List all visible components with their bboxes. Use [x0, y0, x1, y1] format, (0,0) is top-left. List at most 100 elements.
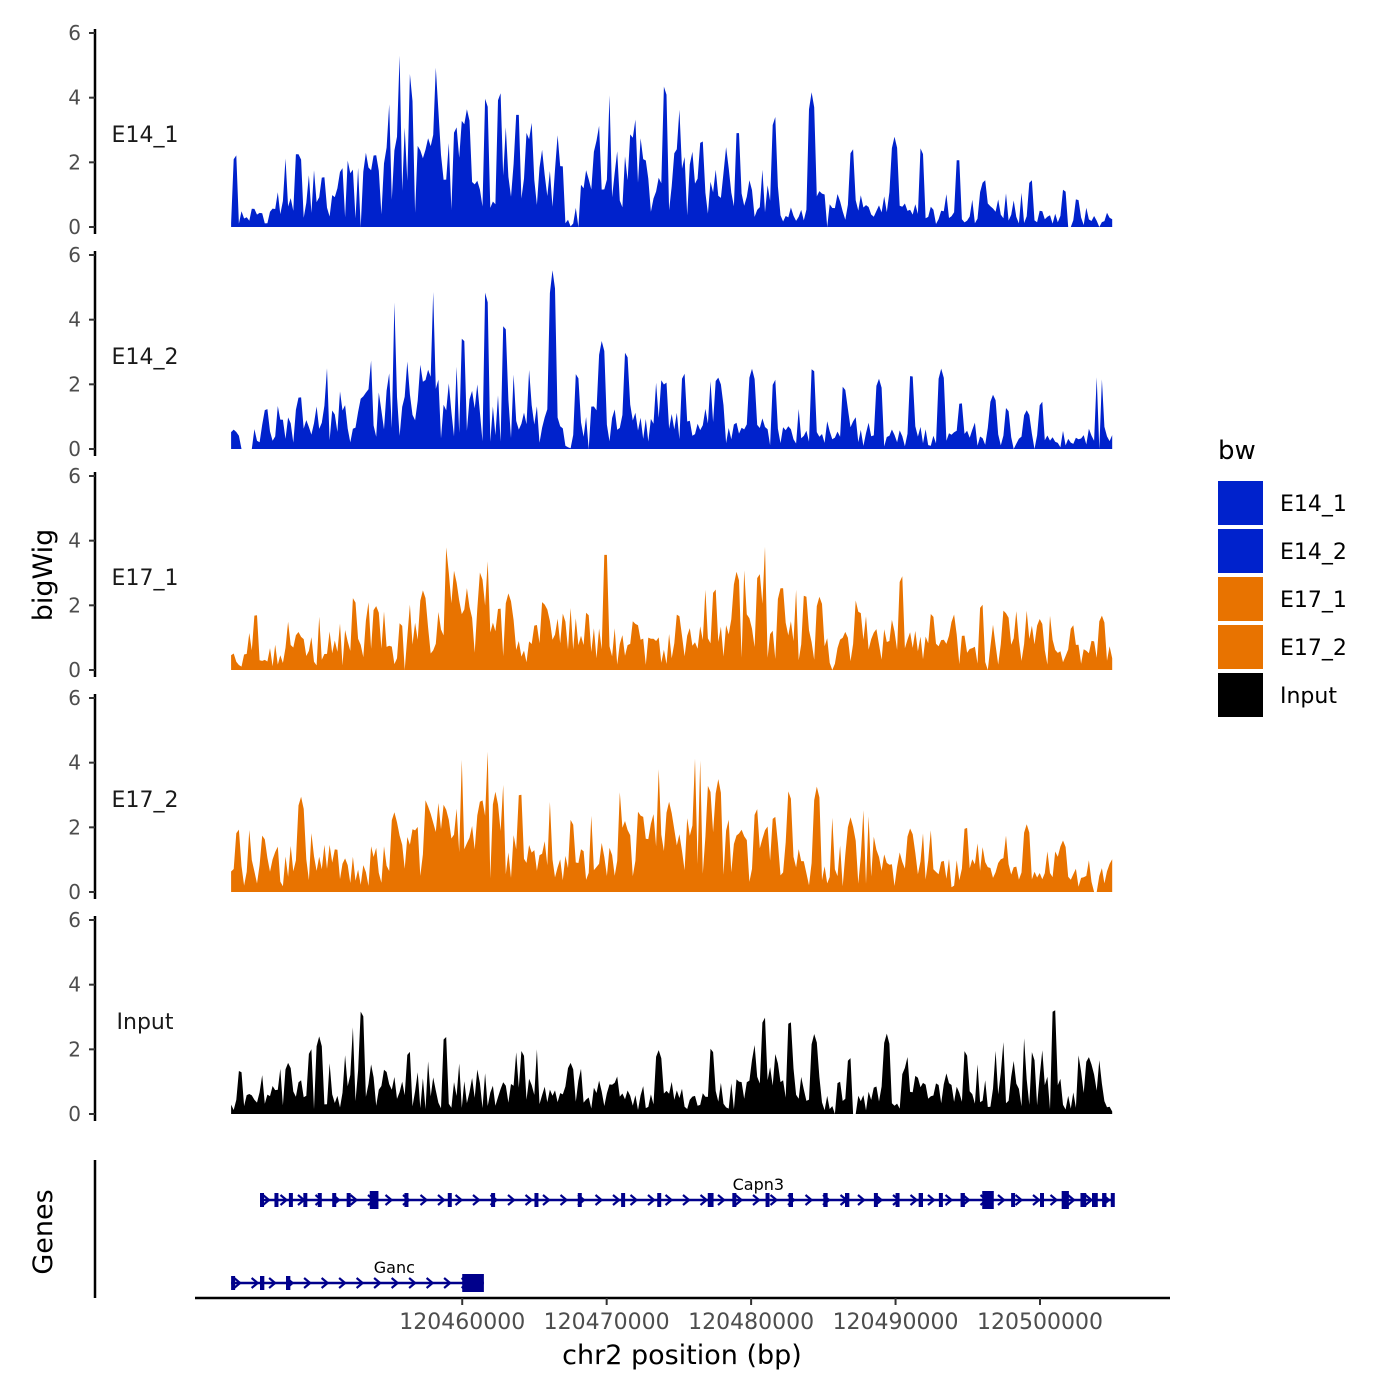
strand-arrow [664, 1194, 674, 1206]
signal-area-E17_2 [231, 751, 1113, 892]
strand-arrow [559, 1194, 569, 1206]
gene-exon [621, 1193, 626, 1207]
gene-exon [260, 1276, 265, 1290]
gene-exon [286, 1276, 291, 1290]
strand-arrow [419, 1194, 429, 1206]
y-tick-label: 2 [68, 1037, 81, 1061]
y-tick-label: 0 [68, 215, 81, 239]
strand-arrow [717, 1194, 726, 1206]
genes-axis-title: Genes [28, 1189, 59, 1274]
signal-area-E17_1 [231, 546, 1113, 670]
gene-exon [346, 1193, 351, 1207]
x-tick-label: 120500000 [977, 1310, 1103, 1335]
y-tick-label: 2 [68, 593, 81, 617]
y-tick-label: 6 [68, 908, 81, 932]
strand-arrow [1049, 1194, 1059, 1206]
gene-exon [1080, 1193, 1087, 1207]
gene-exon [303, 1193, 308, 1207]
track-E17_2: 0 2 4 6 E17_2 [68, 686, 1113, 904]
gene-exon [274, 1193, 279, 1207]
x-tick-label: 120460000 [399, 1310, 525, 1335]
strand-arrow [629, 1194, 639, 1206]
strand-arrow [268, 1277, 277, 1289]
strand-arrow [962, 1194, 971, 1206]
gene-exon [1011, 1193, 1016, 1207]
y-tick-label: 4 [68, 86, 81, 110]
strand-arrow [647, 1194, 656, 1206]
gene-name-label: Capn3 [733, 1175, 784, 1194]
strand-arrow [524, 1194, 534, 1206]
track-label: E14_2 [112, 345, 179, 370]
legend-label: E14_2 [1280, 540, 1347, 565]
signal-area-E14_2 [231, 270, 1113, 449]
legend-swatch-E14_2 [1218, 529, 1263, 573]
strand-arrow [752, 1194, 761, 1206]
strand-arrow [262, 1194, 271, 1206]
gene-exon [1102, 1193, 1107, 1207]
track-label: Input [117, 1010, 174, 1035]
legend-swatch-Input [1218, 673, 1263, 717]
track-Input: 0 2 4 6 Input [68, 908, 1113, 1126]
y-tick-label: 4 [68, 308, 81, 332]
legend-label: Input [1280, 684, 1337, 709]
gene-exon [765, 1193, 770, 1207]
strand-arrow [1032, 1194, 1041, 1206]
strand-arrow [1084, 1194, 1094, 1206]
legend-title: bw [1218, 436, 1256, 466]
strand-arrow [437, 1194, 446, 1206]
legend-label: E17_2 [1280, 636, 1347, 661]
strand-arrow [425, 1277, 435, 1289]
y-tick-label: 2 [68, 150, 81, 174]
legend-label: E17_1 [1280, 588, 1347, 613]
gene-exon [960, 1193, 965, 1207]
gene-exon [534, 1193, 539, 1207]
gene-exon [918, 1193, 923, 1207]
strand-arrow [1014, 1194, 1024, 1206]
gene-name-label: Ganc [374, 1258, 415, 1277]
y-tick-label: 6 [68, 243, 81, 267]
y-tick-label: 6 [68, 464, 81, 488]
strand-arrow [542, 1194, 551, 1206]
strand-arrow [355, 1277, 365, 1289]
gene-exon [332, 1193, 337, 1207]
y-tick-label: 4 [68, 529, 81, 553]
strand-arrow [682, 1194, 691, 1206]
y-tick-label: 4 [68, 751, 81, 775]
gene-exon [895, 1193, 900, 1207]
gene-exon [404, 1193, 409, 1207]
strand-arrow [594, 1194, 604, 1206]
x-tick-label: 120470000 [544, 1310, 670, 1335]
legend-swatch-E17_2 [1218, 625, 1263, 669]
strand-arrow [320, 1277, 330, 1289]
gene-exon [938, 1193, 943, 1207]
track-label: E17_2 [112, 788, 179, 813]
gene-exon [1040, 1193, 1044, 1207]
gene-exon [732, 1193, 737, 1207]
gene-exon [823, 1193, 828, 1207]
gene-exon [447, 1193, 452, 1207]
gene-exon [369, 1191, 379, 1209]
legend-label: E14_1 [1280, 492, 1347, 517]
strand-arrow [769, 1194, 779, 1206]
y-tick-label: 0 [68, 880, 81, 904]
gene-exon [873, 1193, 878, 1207]
gene-exon [491, 1193, 496, 1207]
gene-exon [1110, 1193, 1115, 1207]
track-E17_1: 0 2 4 6 E17_1 [68, 464, 1113, 682]
strand-arrow [612, 1194, 621, 1206]
x-axis-title: chr2 position (bp) [562, 1340, 802, 1371]
gene-exon [788, 1193, 793, 1207]
track-label: E14_1 [112, 123, 179, 148]
strand-arrow [250, 1277, 260, 1289]
strand-arrow [443, 1277, 452, 1289]
gene-exon [845, 1193, 850, 1207]
strand-arrow [507, 1194, 516, 1206]
y-tick-label: 2 [68, 815, 81, 839]
gene-exon [462, 1274, 484, 1292]
gene-exon [260, 1193, 264, 1207]
gene-track: Capn3 Ganc [93, 1160, 1115, 1298]
strand-arrow [472, 1194, 481, 1206]
gene-exon [577, 1193, 582, 1207]
x-axis: 120460000 120470000 120480000 120490000 1205… [195, 1296, 1170, 1335]
